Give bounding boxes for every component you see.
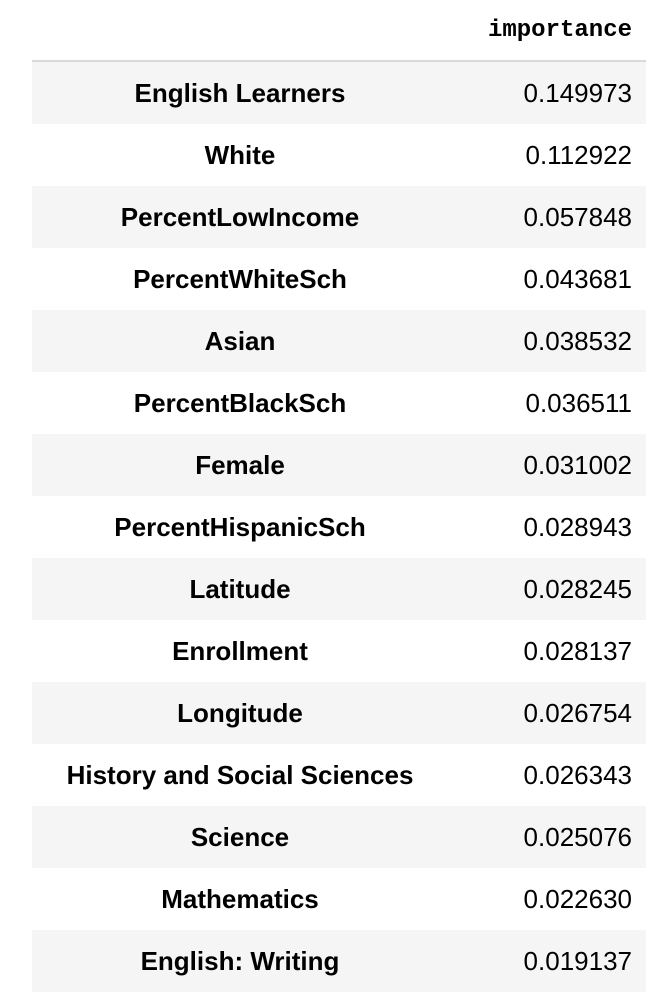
importance-value: 0.036511 [525, 387, 632, 418]
table-row: Asian 0.038532 [32, 310, 646, 372]
row-label: White [204, 139, 276, 170]
table-row: White 0.112922 [32, 124, 646, 186]
table-row: Enrollment 0.028137 [32, 620, 646, 682]
row-label: Female [195, 449, 285, 480]
table-row: PercentBlackSch 0.036511 [32, 372, 646, 434]
importance-value: 0.112922 [525, 139, 632, 170]
importance-value: 0.026754 [523, 697, 632, 728]
importance-column-header: importance [487, 17, 632, 44]
row-label: PercentBlackSch [133, 387, 347, 418]
row-label: Enrollment [172, 635, 308, 666]
row-label: PercentHispanicSch [114, 511, 366, 542]
importance-value: 0.028137 [523, 635, 632, 666]
table-row: Female 0.031002 [32, 434, 646, 496]
row-label: Mathematics [161, 883, 319, 914]
row-label: English Learners [134, 77, 346, 108]
table-row: Latitude 0.028245 [32, 558, 646, 620]
importance-value: 0.149973 [523, 77, 632, 108]
row-label: Latitude [189, 573, 291, 604]
importance-value: 0.025076 [523, 821, 632, 852]
importance-value: 0.057848 [523, 201, 632, 232]
table-row: PercentLowIncome 0.057848 [32, 186, 646, 248]
row-label: Science [190, 821, 290, 852]
importance-value: 0.031002 [523, 449, 632, 480]
row-label: History and Social Sciences [66, 759, 414, 790]
table-row: PercentHispanicSch 0.028943 [32, 496, 646, 558]
row-label: English: Writing [140, 945, 340, 976]
table-header: importance [32, 0, 646, 62]
row-label: PercentWhiteSch [133, 263, 347, 294]
importance-value: 0.019137 [523, 945, 632, 976]
table-row: Mathematics 0.022630 [32, 868, 646, 930]
table-row: English Learners 0.149973 [32, 62, 646, 124]
table-row: PercentWhiteSch 0.043681 [32, 248, 646, 310]
importance-value: 0.043681 [523, 263, 632, 294]
table-row: Science 0.025076 [32, 806, 646, 868]
importance-value: 0.028943 [523, 511, 632, 542]
importance-table: importance English Learners 0.149973 White… [32, 0, 646, 992]
table-row: Longitude 0.026754 [32, 682, 646, 744]
table-row: English: Writing 0.019137 [32, 930, 646, 992]
row-label: PercentLowIncome [120, 201, 360, 232]
table-row: History and Social Sciences 0.026343 [32, 744, 646, 806]
importance-value: 0.038532 [523, 325, 632, 356]
importance-value: 0.026343 [523, 759, 632, 790]
row-label: Asian [204, 325, 276, 356]
importance-value: 0.022630 [523, 883, 632, 914]
importance-value: 0.028245 [523, 573, 632, 604]
row-label: Longitude [177, 697, 303, 728]
table-body: English Learners 0.149973 White 0.112922 Per… [32, 62, 646, 992]
